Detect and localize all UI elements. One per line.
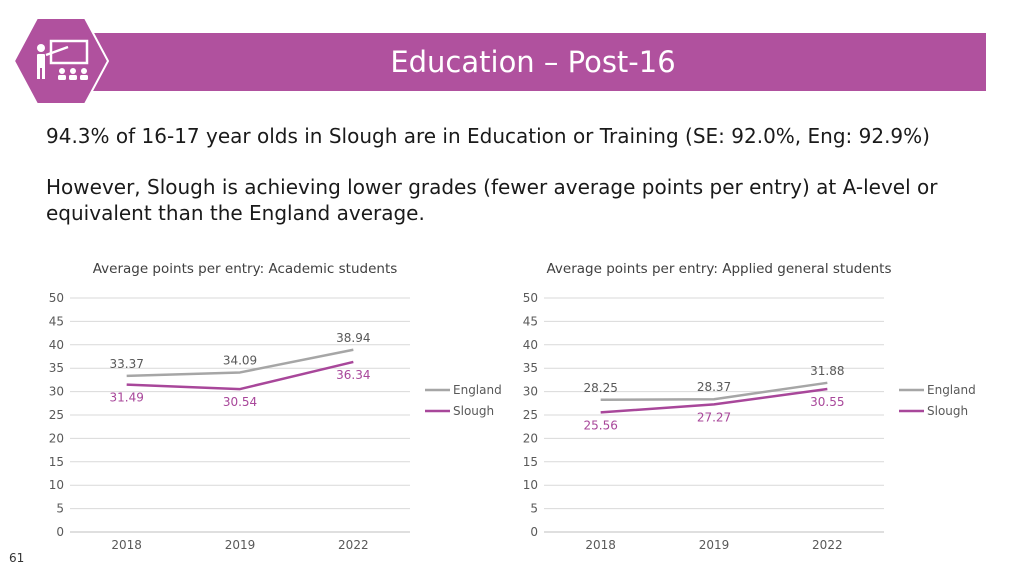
y-tick-label: 5 [530, 502, 538, 516]
applied-chart-svg: Average points per entry: Applied genera… [523, 261, 976, 552]
data-label-slough: 36.34 [336, 368, 370, 382]
data-label-england: 34.09 [223, 353, 257, 367]
data-label-slough: 30.54 [223, 395, 257, 409]
data-label-slough: 25.56 [583, 418, 617, 432]
data-label-england: 31.88 [810, 364, 844, 378]
page-number: 61 [9, 551, 25, 565]
y-tick-label: 40 [49, 338, 64, 352]
series-line-slough [126, 360, 354, 391]
y-tick-label: 45 [523, 314, 538, 328]
data-label-england: 28.37 [697, 380, 731, 394]
x-tick-label: 2019 [225, 538, 256, 552]
data-label-slough: 31.49 [109, 391, 143, 405]
teacher-presentation-icon [13, 17, 109, 105]
x-tick-label: 2019 [699, 538, 730, 552]
chart-title: Average points per entry: Academic stude… [93, 261, 398, 277]
applied-chart: Average points per entry: Applied genera… [514, 255, 994, 555]
y-tick-label: 25 [523, 408, 538, 422]
y-tick-label: 35 [49, 361, 64, 375]
data-label-england: 28.25 [583, 381, 617, 395]
y-tick-label: 35 [523, 361, 538, 375]
y-tick-label: 15 [523, 455, 538, 469]
y-tick-label: 0 [530, 525, 538, 539]
summary-line-participation: 94.3% of 16-17 year olds in Slough are i… [46, 124, 930, 148]
y-tick-label: 30 [523, 385, 538, 399]
data-label-slough: 27.27 [697, 410, 731, 424]
y-tick-label: 20 [523, 431, 538, 445]
y-tick-label: 50 [49, 291, 64, 305]
legend-entry-slough: Slough [453, 404, 494, 418]
legend-entry-england: England [927, 383, 976, 397]
y-tick-label: 20 [49, 431, 64, 445]
y-tick-label: 25 [49, 408, 64, 422]
y-tick-label: 0 [56, 525, 64, 539]
legend-entry-england: England [453, 383, 502, 397]
summary-text: 94.3% of 16-17 year olds in Slough are i… [46, 123, 976, 226]
y-tick-label: 15 [49, 455, 64, 469]
data-label-england: 33.37 [109, 357, 143, 371]
series-line-slough [600, 387, 828, 414]
y-tick-label: 10 [49, 478, 64, 492]
series-line-england [126, 348, 354, 378]
data-label-england: 38.94 [336, 331, 370, 345]
academic-chart: Average points per entry: Academic stude… [40, 255, 520, 555]
academic-chart-svg: Average points per entry: Academic stude… [49, 261, 502, 552]
y-tick-label: 45 [49, 314, 64, 328]
y-tick-label: 30 [49, 385, 64, 399]
x-tick-label: 2018 [585, 538, 616, 552]
x-tick-label: 2022 [338, 538, 369, 552]
chart-title: Average points per entry: Applied genera… [546, 261, 891, 277]
series-line-england [600, 381, 828, 402]
y-tick-label: 40 [523, 338, 538, 352]
title-banner: Education – Post-16 [80, 33, 986, 91]
data-label-slough: 30.55 [810, 395, 844, 409]
summary-line-grades: However, Slough is achieving lower grade… [46, 175, 938, 225]
x-tick-label: 2022 [812, 538, 843, 552]
legend-entry-slough: Slough [927, 404, 968, 418]
y-tick-label: 10 [523, 478, 538, 492]
y-tick-label: 50 [523, 291, 538, 305]
x-tick-label: 2018 [111, 538, 142, 552]
y-tick-label: 5 [56, 502, 64, 516]
page-title: Education – Post-16 [390, 45, 676, 79]
